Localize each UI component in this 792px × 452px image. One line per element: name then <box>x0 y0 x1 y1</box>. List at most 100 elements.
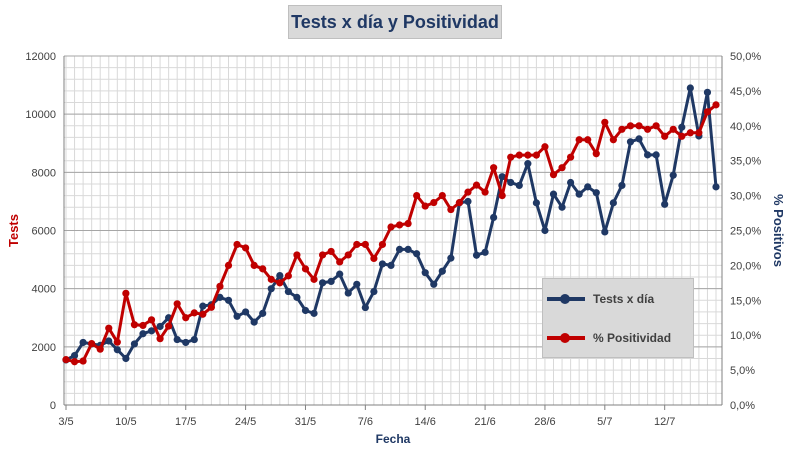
y-axis-title-right: % Positivos <box>771 194 786 267</box>
y-tick-label-right: 15,0% <box>730 295 761 307</box>
data-point-1 <box>207 303 215 311</box>
data-point-1 <box>276 279 284 287</box>
data-point-1 <box>678 132 686 140</box>
data-point-1 <box>395 221 404 229</box>
x-tick-label: 21/6 <box>474 416 495 428</box>
data-point-0 <box>430 280 438 288</box>
data-point-0 <box>678 123 686 131</box>
data-point-0 <box>472 251 481 259</box>
data-point-1 <box>643 125 652 133</box>
data-point-0 <box>575 190 583 198</box>
data-point-0 <box>70 351 79 360</box>
x-tick-label: 10/5 <box>115 416 136 428</box>
data-point-1 <box>293 251 301 259</box>
data-point-0 <box>190 335 198 344</box>
data-point-0 <box>498 173 506 181</box>
data-point-1 <box>387 223 395 231</box>
data-point-1 <box>79 357 87 365</box>
data-point-0 <box>182 338 190 347</box>
y-tick-label-right: 5,0% <box>730 365 755 377</box>
data-point-1 <box>361 240 369 249</box>
y-tick-label-left: 10000 <box>25 109 56 121</box>
data-point-0 <box>532 199 540 207</box>
y-tick-label-right: 35,0% <box>730 156 761 168</box>
legend-swatch-tests <box>543 293 589 305</box>
data-point-0 <box>199 302 207 310</box>
data-point-1 <box>703 108 712 116</box>
data-point-0 <box>609 199 617 207</box>
data-point-1 <box>669 125 677 133</box>
data-point-0 <box>438 267 446 275</box>
data-point-1 <box>233 240 241 249</box>
data-point-0 <box>361 303 369 312</box>
data-point-0 <box>293 293 301 301</box>
data-point-1 <box>447 205 455 214</box>
x-tick-label: 3/5 <box>58 416 73 428</box>
y-tick-label-left: 2000 <box>32 342 56 354</box>
data-point-1 <box>62 356 70 364</box>
data-point-0 <box>173 335 181 344</box>
data-point-0 <box>490 213 498 222</box>
data-point-1 <box>259 265 267 273</box>
data-point-0 <box>541 226 549 235</box>
data-point-1 <box>310 275 318 283</box>
data-point-0 <box>353 280 361 288</box>
data-point-1 <box>609 136 617 144</box>
x-tick-label: 7/6 <box>358 416 373 428</box>
x-tick-label: 28/6 <box>534 416 555 428</box>
data-point-1 <box>601 118 609 126</box>
data-point-1 <box>318 251 327 259</box>
data-point-1 <box>156 335 164 343</box>
data-point-1 <box>549 171 558 179</box>
data-point-1 <box>96 345 104 353</box>
data-point-1 <box>250 261 258 269</box>
data-point-1 <box>139 321 147 330</box>
x-tick-label: 12/7 <box>654 416 675 428</box>
y-tick-label-right: 20,0% <box>730 260 761 272</box>
data-point-1 <box>70 358 79 366</box>
data-point-1 <box>455 198 464 207</box>
legend-item-tests: Tests x día <box>543 289 654 309</box>
data-point-1 <box>686 129 694 137</box>
data-point-1 <box>498 192 506 200</box>
data-point-0 <box>549 190 558 198</box>
data-point-1 <box>370 254 378 263</box>
data-point-1 <box>173 300 181 308</box>
data-point-0 <box>592 189 600 197</box>
data-point-0 <box>284 287 292 296</box>
legend-item-positividad: % Positividad <box>543 328 671 348</box>
data-point-0 <box>652 151 660 159</box>
data-point-0 <box>122 354 130 363</box>
data-point-0 <box>669 171 677 179</box>
data-point-1 <box>558 164 566 172</box>
data-point-1 <box>267 275 275 283</box>
y-tick-label-right: 25,0% <box>730 226 761 238</box>
data-point-0 <box>233 312 241 320</box>
data-point-0 <box>130 340 139 348</box>
data-point-0 <box>567 178 575 187</box>
data-point-1 <box>481 188 489 196</box>
data-point-0 <box>276 271 284 280</box>
data-point-1 <box>130 321 139 329</box>
data-point-1 <box>404 219 412 228</box>
data-point-1 <box>524 151 532 159</box>
y-tick-label-left: 6000 <box>32 226 56 238</box>
data-point-1 <box>575 136 583 144</box>
data-point-0 <box>661 200 669 208</box>
data-point-1 <box>336 258 344 266</box>
data-point-0 <box>336 270 344 278</box>
data-point-1 <box>626 122 635 130</box>
data-point-0 <box>250 318 258 326</box>
data-point-1 <box>430 198 438 207</box>
x-tick-label: 24/5 <box>235 416 256 428</box>
data-point-0 <box>507 178 515 187</box>
data-point-1 <box>122 289 130 297</box>
data-point-1 <box>464 188 472 196</box>
data-point-0 <box>643 151 652 159</box>
legend-swatch-positividad <box>543 332 589 344</box>
data-point-0 <box>139 330 147 338</box>
data-point-1 <box>421 202 429 210</box>
data-point-0 <box>216 293 224 301</box>
data-point-1 <box>661 132 669 140</box>
chart-title: Tests x día y Positividad <box>288 5 502 39</box>
